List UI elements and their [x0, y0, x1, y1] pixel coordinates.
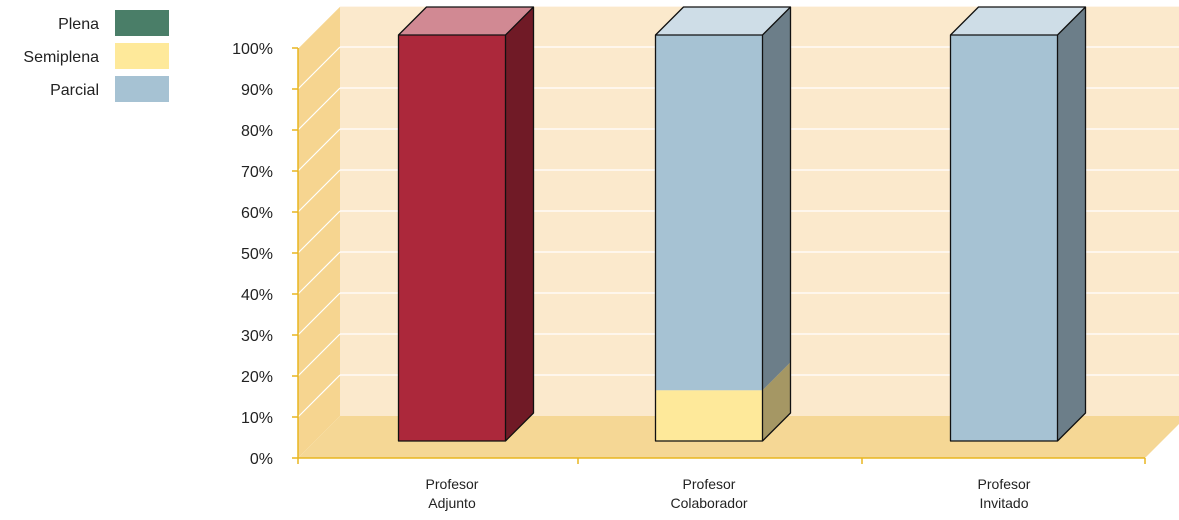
bar-1 — [654, 6, 792, 442]
x-category-label: Invitado — [979, 495, 1028, 511]
bar-segment-front — [398, 35, 506, 441]
y-tick-label: 20% — [241, 369, 273, 386]
gridline-side — [297, 46, 341, 90]
x-axis-category-labels: Profesor Adjunto Profesor Colaborador Profes… — [426, 476, 1031, 511]
bar-segment-front — [655, 390, 763, 441]
bar-top-face — [398, 7, 534, 35]
gridline-side — [297, 292, 341, 336]
gridline-side — [297, 5, 341, 49]
bar-segment-side — [762, 362, 791, 441]
bar-segment-side — [762, 7, 791, 391]
legend-swatch — [115, 76, 169, 102]
y-tick-label: 70% — [241, 164, 273, 181]
bar-outline — [654, 6, 792, 442]
y-tick-label: 40% — [241, 287, 273, 304]
y-tick-label: 80% — [241, 123, 273, 140]
chart-axes — [292, 47, 1146, 464]
gridline-side — [297, 374, 341, 418]
x-category-label: Adjunto — [428, 495, 476, 511]
bar-segment-front — [950, 35, 1058, 441]
gridline-side — [297, 210, 341, 254]
bar-outline — [949, 6, 1087, 442]
bar-2 — [949, 6, 1087, 442]
bar-0 — [397, 6, 535, 442]
bar-segment-side — [1057, 7, 1086, 441]
gridline-side — [297, 333, 341, 377]
y-tick-label: 30% — [241, 328, 273, 345]
bar-segment-front — [655, 35, 763, 391]
gridline-side — [297, 169, 341, 213]
bar-top-face — [655, 7, 791, 35]
bar-top-face — [950, 7, 1086, 35]
legend-swatch — [115, 10, 169, 36]
x-category-label: Profesor — [683, 476, 736, 492]
y-axis-tick-labels: 0% 10% 20% 30% 40% 50% 60% 70% 80% 90% 100% — [232, 41, 273, 468]
x-category-label: Colaborador — [670, 495, 747, 511]
legend-label: Semiplena — [23, 49, 99, 66]
legend-label: Plena — [58, 16, 99, 33]
legend-label: Parcial — [50, 82, 99, 99]
y-tick-label: 0% — [250, 451, 273, 468]
x-category-label: Profesor — [978, 476, 1031, 492]
chart-bars — [397, 6, 1087, 442]
y-tick-label: 90% — [241, 82, 273, 99]
x-category-label: Profesor — [426, 476, 479, 492]
gridline-side — [297, 87, 341, 131]
y-tick-label: 60% — [241, 205, 273, 222]
gridline-side — [297, 251, 341, 295]
legend: Plena Semiplena Parcial — [23, 10, 169, 102]
bar-outline — [397, 6, 535, 442]
y-tick-label: 50% — [241, 246, 273, 263]
legend-swatch — [115, 43, 169, 69]
y-tick-label: 10% — [241, 410, 273, 427]
y-tick-label: 100% — [232, 41, 273, 58]
bar-segment-side — [505, 7, 534, 441]
gridline-side — [297, 128, 341, 172]
